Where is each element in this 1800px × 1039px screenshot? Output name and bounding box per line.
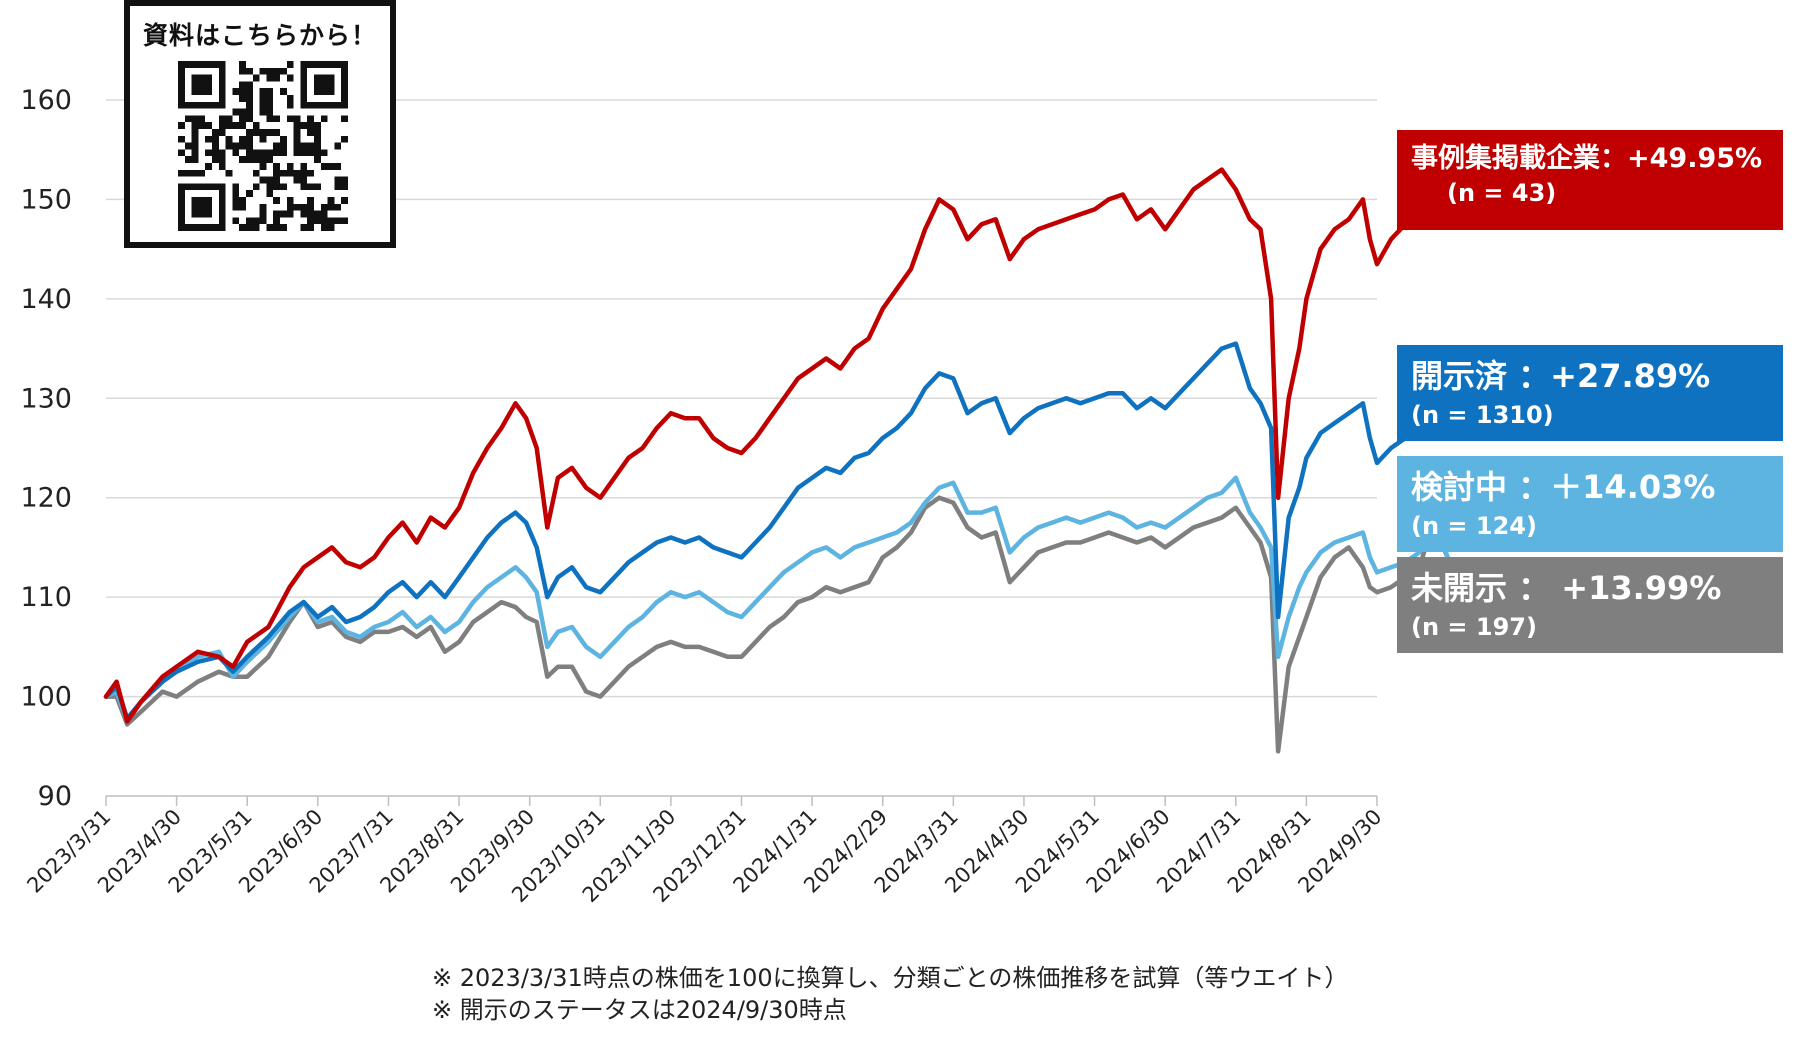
legend-under-review: 検討中 ：＋14.03% (n = 124) (1397, 456, 1783, 552)
legend-label: 事例集掲載企業：+49.95% (1411, 143, 1763, 174)
qr-code-icon[interactable] (178, 58, 348, 234)
legend-label: 未開示 ： +13.99% (1411, 569, 1722, 607)
legend-not-disclosed: 未開示 ： +13.99% (n = 197) (1397, 557, 1783, 653)
legend-case-study-companies: 事例集掲載企業：+49.95% (n = 43) (1397, 130, 1783, 230)
footnote-2: ※ 開示のステータスは2024/9/30時点 (432, 996, 847, 1024)
y-tick-label: 150 (20, 184, 72, 215)
x-axis: 2023/3/312023/4/302023/5/312023/6/302023… (22, 795, 1387, 907)
legend-disclosed: 開示済 ：+27.89% (n = 1310) (1397, 345, 1783, 441)
y-tick-label: 110 (20, 582, 72, 613)
y-tick-label: 120 (20, 483, 72, 514)
series-lines (103, 167, 1450, 754)
y-tick-label: 140 (20, 284, 72, 315)
qr-title: 資料はこちらから！ (142, 21, 377, 50)
series-line-case-study (103, 167, 1450, 724)
series-line-not-disclosed (103, 495, 1450, 754)
legend-count: (n = 197) (1411, 613, 1537, 641)
qr-code-panel[interactable]: 資料はこちらから！ (124, 0, 396, 248)
footnote-1: ※ 2023/3/31時点の株価を100に換算し、分類ごとの株価推移を試算（等ウ… (432, 964, 1349, 992)
legend-label: 検討中 ：＋14.03% (1411, 468, 1716, 506)
legend-count: (n = 43) (1447, 179, 1557, 207)
series-line-disclosed (103, 341, 1450, 721)
series-line-under-review (103, 475, 1450, 724)
y-tick-label: 100 (20, 682, 72, 713)
y-tick-label: 90 (38, 781, 72, 812)
y-tick-label: 130 (20, 383, 72, 414)
legend-label: 開示済 ：+27.89% (1411, 357, 1711, 395)
legend-count: (n = 1310) (1411, 401, 1554, 429)
y-tick-label: 160 (20, 85, 72, 116)
legend-count: (n = 124) (1411, 512, 1537, 540)
y-axis-tick-labels: 90 100 110 120 130 140 150 160 (20, 85, 72, 812)
